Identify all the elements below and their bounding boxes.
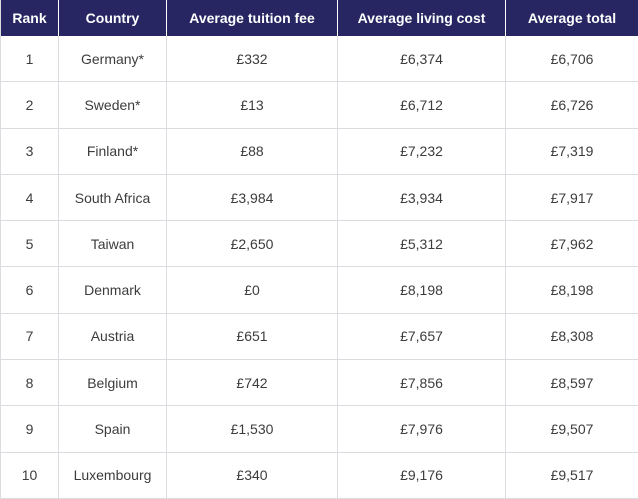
total-cell: £6,706 — [506, 36, 638, 83]
header-country: Country — [59, 0, 167, 36]
rank-cell: 7 — [0, 313, 59, 361]
living-cell: £7,976 — [338, 406, 506, 453]
rank-cell: 2 — [0, 82, 59, 129]
tuition-cell: £3,984 — [167, 174, 338, 222]
rank-cell: 6 — [0, 267, 59, 314]
rank-cell: 3 — [0, 128, 59, 175]
tuition-cell: £88 — [167, 128, 338, 175]
tuition-cell: £651 — [167, 313, 338, 361]
tuition-cell: £1,530 — [167, 406, 338, 453]
country-cell: Germany* — [59, 36, 167, 83]
rank-cell: 9 — [0, 406, 59, 453]
living-cell: £7,856 — [338, 360, 506, 407]
total-cell: £6,726 — [506, 82, 638, 129]
tuition-cell: £2,650 — [167, 221, 338, 268]
country-cell: Belgium — [59, 360, 167, 407]
country-cell: Spain — [59, 406, 167, 453]
total-cell: £9,507 — [506, 406, 638, 453]
living-cell: £8,198 — [338, 267, 506, 314]
living-cell: £5,312 — [338, 221, 506, 268]
rank-cell: 4 — [0, 174, 59, 222]
country-cell: Sweden* — [59, 82, 167, 129]
header-total: Average total — [506, 0, 638, 36]
rank-cell: 10 — [0, 452, 59, 499]
total-cell: £8,198 — [506, 267, 638, 314]
total-cell: £8,308 — [506, 313, 638, 361]
rank-cell: 8 — [0, 360, 59, 407]
tuition-cell: £742 — [167, 360, 338, 407]
total-cell: £7,917 — [506, 174, 638, 222]
country-cell: Finland* — [59, 128, 167, 175]
header-tuition: Average tuition fee — [167, 0, 338, 36]
living-cell: £7,657 — [338, 313, 506, 361]
rank-cell: 1 — [0, 36, 59, 83]
total-cell: £7,319 — [506, 128, 638, 175]
tuition-cell: £0 — [167, 267, 338, 314]
living-cell: £6,374 — [338, 36, 506, 83]
tuition-cell: £340 — [167, 452, 338, 499]
total-cell: £8,597 — [506, 360, 638, 407]
living-cell: £9,176 — [338, 452, 506, 499]
tuition-cell: £332 — [167, 36, 338, 83]
country-cell: South Africa — [59, 174, 167, 222]
living-cell: £6,712 — [338, 82, 506, 129]
total-cell: £7,962 — [506, 221, 638, 268]
country-cell: Taiwan — [59, 221, 167, 268]
tuition-cell: £13 — [167, 82, 338, 129]
living-cell: £7,232 — [338, 128, 506, 175]
rank-cell: 5 — [0, 221, 59, 268]
country-cell: Luxembourg — [59, 452, 167, 499]
living-cell: £3,934 — [338, 174, 506, 222]
country-cell: Denmark — [59, 267, 167, 314]
total-cell: £9,517 — [506, 452, 638, 499]
country-cell: Austria — [59, 313, 167, 361]
header-rank: Rank — [0, 0, 59, 36]
header-living: Average living cost — [338, 0, 506, 36]
